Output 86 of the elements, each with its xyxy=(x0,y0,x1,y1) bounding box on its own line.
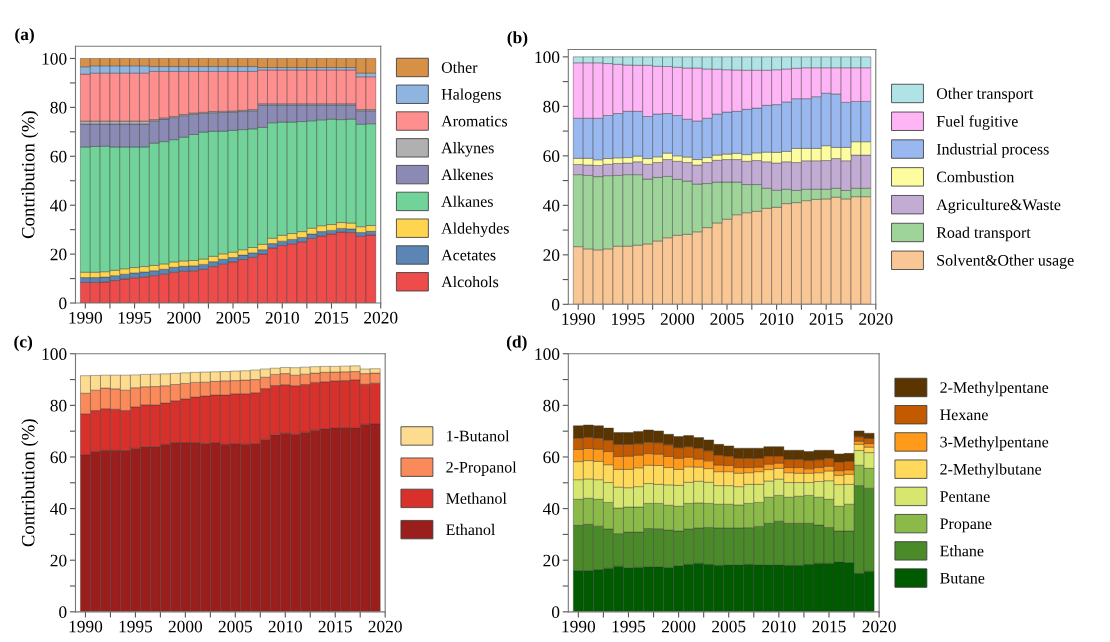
x-tick-label: 2015 xyxy=(314,311,349,324)
y-tick-label: 80 xyxy=(50,101,67,114)
legend-label: Pentane xyxy=(940,491,990,502)
y-tick-label: 40 xyxy=(50,199,67,212)
y-tick-label: 0 xyxy=(59,297,67,310)
y-tick-label: 20 xyxy=(543,554,560,567)
x-tick-label: 2015 xyxy=(318,620,352,633)
legend-label: Propane xyxy=(940,518,992,533)
legend-label: Ethane xyxy=(940,545,984,557)
x-tick-label: 2005 xyxy=(710,313,744,325)
x-tick-label: 2020 xyxy=(364,311,398,324)
y-tick-label: 0 xyxy=(551,606,560,619)
x-tick-label: 1995 xyxy=(119,620,153,633)
y-tick-label: 40 xyxy=(50,503,67,515)
x-tick-label: 2000 xyxy=(167,311,201,324)
legend-label: Alcohols xyxy=(441,276,499,288)
y-tick-label: 80 xyxy=(50,399,67,412)
y-tick-label: 100 xyxy=(42,52,67,65)
legend-label: Fuel fugitive xyxy=(936,115,1018,131)
x-tick-label: 1990 xyxy=(562,620,596,633)
y-tick-label: 20 xyxy=(543,249,560,262)
legend-label: Acetates xyxy=(441,249,496,261)
y-tick-label: 0 xyxy=(59,606,67,619)
x-tick-label: 2015 xyxy=(809,313,843,325)
legend-label: Solvent&Other usage xyxy=(937,254,1074,270)
legend-label: 3-Methylpentane xyxy=(940,436,1049,451)
legend-label: Road transport xyxy=(936,226,1031,242)
y-tick-label: 20 xyxy=(50,248,67,261)
x-tick-label: 2000 xyxy=(662,620,696,633)
x-tick-label: 1995 xyxy=(612,313,645,325)
y-tick-label: 60 xyxy=(543,150,560,163)
x-tick-label: 2005 xyxy=(712,620,746,633)
chart-title: (d) xyxy=(506,335,527,352)
y-tick-label: 80 xyxy=(543,100,560,113)
legend-label: Other xyxy=(441,61,478,73)
x-tick-label: 1990 xyxy=(562,313,595,325)
y-tick-label: 100 xyxy=(535,51,560,64)
legend-label: Alkenes xyxy=(441,168,493,181)
x-tick-label: 2005 xyxy=(216,311,250,324)
x-tick-label: 1995 xyxy=(118,311,152,324)
x-tick-label: 1990 xyxy=(69,620,103,633)
y-tick-label: 20 xyxy=(50,554,67,567)
chart-title: (a) xyxy=(15,27,34,44)
y-tick-label: 100 xyxy=(535,348,560,360)
x-tick-label: 2000 xyxy=(168,620,203,633)
y-tick-label: 60 xyxy=(543,451,560,464)
y-axis-title: Contribution (%) xyxy=(21,419,39,547)
y-tick-label: 60 xyxy=(50,451,67,464)
legend-label: Hexane xyxy=(940,409,988,421)
legend-label: 1-Butanol xyxy=(447,430,510,442)
x-tick-label: 2015 xyxy=(812,620,846,633)
y-tick-label: 0 xyxy=(551,298,560,311)
x-tick-label: 2020 xyxy=(859,313,893,325)
legend-label: 2-Methylpentane xyxy=(940,381,1049,397)
y-tick-label: 40 xyxy=(542,199,560,212)
legend-label: Industrial process xyxy=(936,143,1049,158)
legend-label: Alkynes xyxy=(441,142,494,157)
chart-title: (b) xyxy=(507,31,528,47)
y-tick-label: 100 xyxy=(42,348,67,360)
legend-label: Alkanes xyxy=(441,195,493,207)
x-tick-label: 2010 xyxy=(762,620,796,633)
legend-label: Other transport xyxy=(936,87,1034,103)
legend-label: Methanol xyxy=(446,492,507,504)
y-tick-label: 60 xyxy=(50,150,67,163)
legend-label: Halogens xyxy=(441,88,501,104)
x-tick-label: 2010 xyxy=(268,620,302,633)
x-tick-label: 1990 xyxy=(69,311,103,324)
legend-label: Combustion xyxy=(936,171,1015,183)
legend-label: Agriculture&Waste xyxy=(936,198,1061,214)
legend-label: Butane xyxy=(940,572,985,584)
x-tick-label: 2020 xyxy=(862,620,896,633)
chart-title: (c) xyxy=(14,335,33,352)
x-tick-label: 2005 xyxy=(218,620,252,633)
x-tick-label: 2010 xyxy=(760,313,794,325)
legend-label: 2-Propanol xyxy=(446,461,517,476)
x-tick-label: 2000 xyxy=(660,313,695,325)
legend-label: Aromatics xyxy=(441,115,508,127)
x-tick-label: 1995 xyxy=(612,620,646,633)
legend-label: 2-Methylbutane xyxy=(940,463,1042,478)
y-tick-label: 80 xyxy=(543,399,560,412)
y-tick-label: 40 xyxy=(542,503,560,515)
y-axis-title: Contribution (%) xyxy=(21,111,39,239)
x-tick-label: 2020 xyxy=(368,620,402,633)
legend-label: Aldehydes xyxy=(441,222,509,237)
x-tick-label: 2010 xyxy=(265,311,299,324)
legend-label: Ethanol xyxy=(446,523,496,536)
